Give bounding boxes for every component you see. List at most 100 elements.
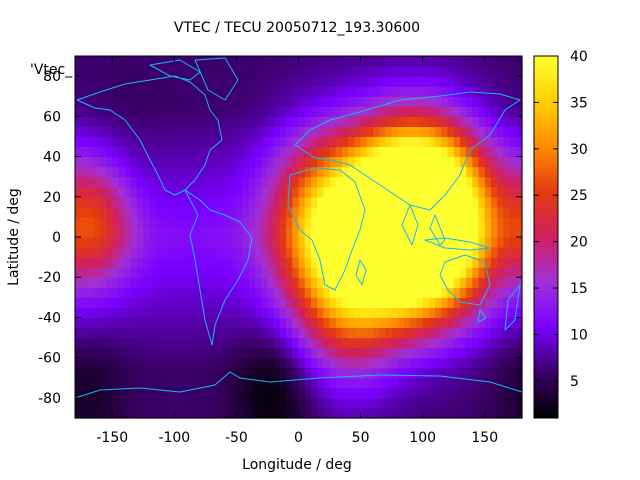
heatmap-cell	[472, 367, 480, 379]
heatmap-cell	[410, 317, 418, 329]
heatmap-cell	[93, 347, 101, 359]
heatmap-cell	[155, 136, 163, 148]
heatmap-cell	[422, 387, 430, 399]
heatmap-cell	[93, 367, 101, 379]
heatmap-cell	[329, 206, 337, 218]
heatmap-cell	[236, 297, 244, 308]
heatmap-cell	[323, 206, 331, 218]
heatmap-cell	[317, 397, 324, 409]
heatmap-cell	[348, 387, 355, 399]
heatmap-cell	[366, 76, 374, 87]
heatmap-cell	[87, 297, 95, 308]
heatmap-cell	[267, 96, 275, 107]
heatmap-cell	[106, 136, 113, 148]
heatmap-cell	[323, 317, 331, 329]
heatmap-cell	[497, 327, 504, 339]
heatmap-cell	[497, 277, 504, 288]
heatmap-cell	[118, 247, 126, 258]
heatmap-cell	[329, 327, 337, 339]
heatmap-cell	[317, 196, 324, 208]
heatmap-cell	[230, 216, 238, 228]
heatmap-cell	[354, 367, 362, 379]
heatmap-cell	[248, 347, 256, 359]
heatmap-cell	[143, 347, 151, 359]
heatmap-cell	[385, 96, 393, 107]
heatmap-cell	[124, 76, 132, 87]
heatmap-cell	[75, 96, 82, 107]
heatmap-cell	[267, 66, 275, 77]
heatmap-cell	[422, 166, 430, 178]
heatmap-cell	[490, 166, 498, 178]
heatmap-cell	[484, 146, 492, 158]
heatmap-cell	[192, 176, 200, 188]
heatmap-cell	[435, 66, 442, 77]
heatmap-cell	[149, 206, 157, 218]
heatmap-cell	[354, 267, 362, 278]
heatmap-cell	[224, 196, 231, 208]
heatmap-cell	[416, 307, 424, 319]
heatmap-cell	[379, 186, 387, 198]
heatmap-cell	[341, 176, 349, 188]
heatmap-cell	[137, 226, 144, 238]
heatmap-cell	[459, 116, 467, 127]
heatmap-cell	[435, 347, 442, 359]
heatmap-cell	[130, 136, 138, 148]
heatmap-cell	[360, 66, 368, 77]
heatmap-cell	[379, 66, 387, 77]
heatmap-cell	[143, 76, 151, 87]
heatmap-cell	[75, 126, 82, 138]
heatmap-cell	[385, 146, 393, 158]
heatmap-cell	[248, 136, 256, 148]
heatmap-cell	[205, 337, 213, 349]
heatmap-cell	[137, 357, 144, 369]
heatmap-cell	[484, 317, 492, 329]
y-axis-label: Latitude / deg	[6, 188, 22, 286]
heatmap-cell	[118, 347, 126, 359]
heatmap-cell	[416, 116, 424, 127]
heatmap-cell	[404, 166, 411, 178]
heatmap-cell	[155, 66, 163, 77]
heatmap-cell	[174, 176, 182, 188]
heatmap-cell	[329, 407, 337, 419]
heatmap-cell	[317, 367, 324, 379]
heatmap-cell	[304, 257, 312, 268]
y-tick-label: -60	[38, 351, 61, 367]
y-tick-label: -40	[38, 310, 61, 326]
heatmap-cell	[199, 377, 206, 389]
heatmap-cell	[304, 106, 312, 117]
heatmap-cell	[143, 317, 151, 329]
heatmap-cell	[509, 56, 517, 67]
heatmap-cell	[186, 277, 194, 288]
heatmap-cell	[199, 156, 206, 168]
heatmap-cell	[335, 357, 343, 369]
heatmap-cell	[447, 116, 455, 127]
heatmap-cell	[279, 317, 287, 329]
heatmap-cell	[354, 206, 362, 218]
heatmap-cell	[267, 116, 275, 127]
heatmap-cell	[286, 216, 293, 228]
heatmap-cell	[205, 277, 213, 288]
heatmap-cell	[360, 106, 368, 117]
heatmap-cell	[149, 307, 157, 319]
heatmap-cell	[335, 237, 343, 248]
heatmap-cell	[515, 307, 523, 319]
heatmap-cell	[261, 307, 269, 319]
heatmap-cell	[143, 297, 151, 308]
heatmap-cell	[329, 106, 337, 117]
x-tick-label: 100	[409, 430, 436, 446]
heatmap-cell	[310, 216, 318, 228]
heatmap-cell	[75, 307, 82, 319]
heatmap-cell	[490, 226, 498, 238]
heatmap-cell	[236, 56, 244, 67]
heatmap-cell	[149, 226, 157, 238]
heatmap-cell	[286, 397, 293, 409]
heatmap-cell	[397, 116, 405, 127]
heatmap-cell	[360, 387, 368, 399]
heatmap-cell	[391, 186, 399, 198]
heatmap-cell	[366, 66, 374, 77]
heatmap-cell	[279, 397, 287, 409]
heatmap-cell	[242, 367, 250, 379]
heatmap-cell	[397, 176, 405, 188]
heatmap-cell	[192, 66, 200, 77]
heatmap-cell	[373, 267, 380, 278]
